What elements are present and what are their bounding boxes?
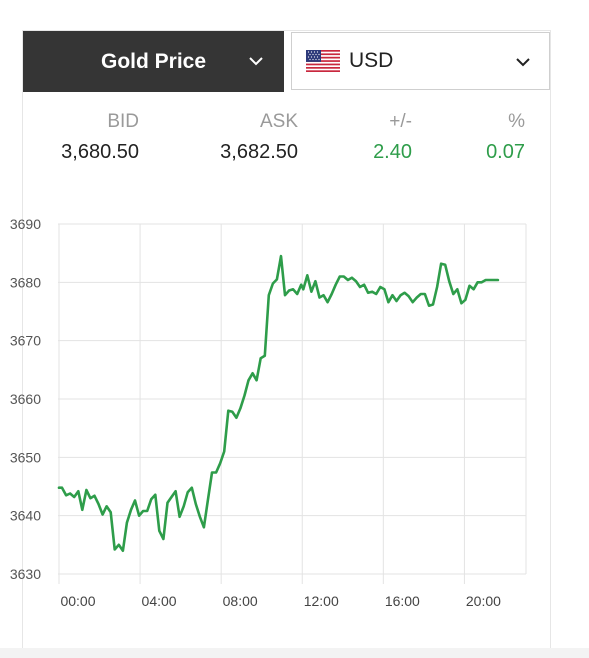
x-tick-label: 04:00 bbox=[142, 593, 177, 609]
bid-header: BID bbox=[107, 111, 139, 132]
x-tick-label: 00:00 bbox=[60, 593, 95, 609]
us-flag-icon bbox=[306, 50, 340, 72]
change-value: 2.40 bbox=[373, 141, 412, 163]
ask-header: ASK bbox=[259, 111, 298, 132]
y-tick-label: 3630 bbox=[10, 566, 41, 582]
y-tick-label: 3650 bbox=[10, 449, 41, 465]
quote-header-row: BID ASK +/- % bbox=[23, 111, 550, 141]
change-header: +/- bbox=[389, 111, 412, 132]
y-tick-label: 3670 bbox=[10, 333, 41, 349]
currency-selector[interactable]: USD bbox=[291, 32, 550, 90]
x-tick-label: 12:00 bbox=[304, 593, 339, 609]
bid-value: 3,680.50 bbox=[61, 141, 139, 163]
chevron-down-icon bbox=[248, 53, 264, 71]
x-tick-label: 20:00 bbox=[466, 593, 501, 609]
y-tick-label: 3660 bbox=[10, 391, 41, 407]
price-line bbox=[57, 254, 500, 553]
bottom-fade bbox=[0, 648, 589, 658]
metal-selector[interactable]: Gold Price bbox=[23, 31, 284, 92]
change-pct-value: 0.07 bbox=[486, 141, 525, 163]
price-chart-area: 3630 3640 3650 3660 3670 3680 3690 00:00 04:00 08… bbox=[0, 0, 567, 628]
price-chart[interactable]: 3630 3640 3650 3660 3670 3680 3690 00:00 04:00 08… bbox=[0, 0, 567, 628]
currency-selector-label: USD bbox=[349, 49, 394, 72]
chevron-down-icon bbox=[515, 54, 531, 72]
gold-price-widget: Gold Price bbox=[22, 30, 551, 658]
ask-value: 3,682.50 bbox=[220, 141, 298, 163]
quote-value-row: 3,680.50 3,682.50 2.40 0.07 bbox=[23, 141, 550, 171]
y-tick-label: 3680 bbox=[10, 274, 41, 290]
quote-table: BID ASK +/- % 3,680.50 3,682.50 2.40 0.0… bbox=[23, 111, 550, 171]
metal-selector-label: Gold Price bbox=[100, 49, 207, 73]
x-tick-label: 16:00 bbox=[385, 593, 420, 609]
y-tick-label: 3690 bbox=[10, 216, 41, 232]
x-tick-label: 08:00 bbox=[223, 593, 258, 609]
change-pct-header: % bbox=[508, 111, 525, 132]
y-tick-label: 3640 bbox=[10, 508, 41, 524]
header-bar: Gold Price bbox=[23, 31, 550, 92]
